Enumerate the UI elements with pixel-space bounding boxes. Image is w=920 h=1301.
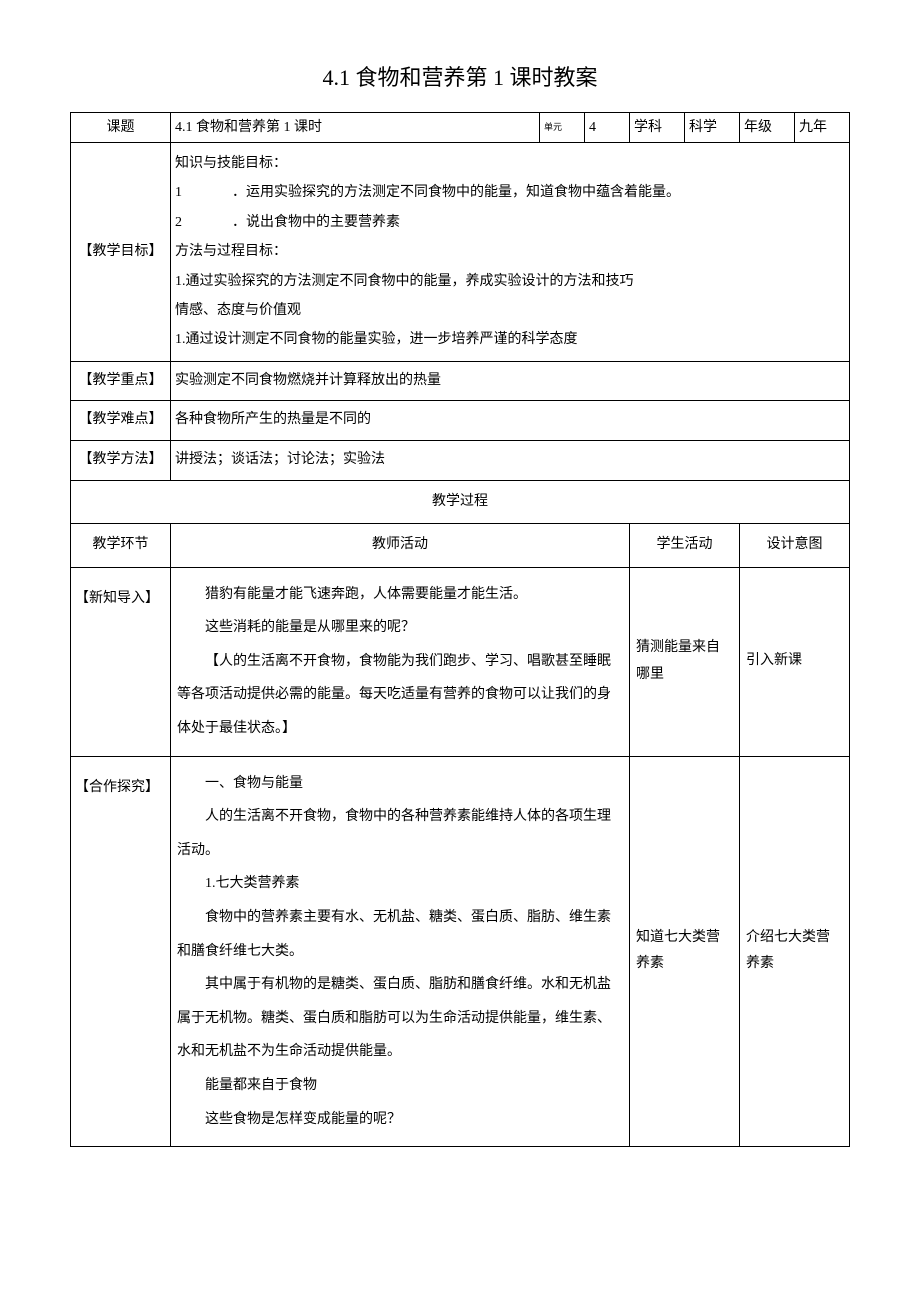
column-header-row: 教学环节 教师活动 学生活动 设计意图 <box>71 524 850 568</box>
header-row: 课题 4.1 食物和营养第 1 课时 单元 4 学科 科学 年级 九年 <box>71 113 850 143</box>
intro-teacher: 猎豹有能量才能飞速奔跑，人体需要能量才能生活。 这些消耗的能量是从哪里来的呢？ … <box>171 567 630 756</box>
obj-line2: 1．运用实验探究的方法测定不同食物中的能量，知道食物中蕴含着能量。 <box>175 178 845 207</box>
obj-line4: 方法与过程目标： <box>175 237 845 266</box>
intro-stage: 【新知导入】 <box>71 567 171 756</box>
exp-p6: 能量都来自于食物 <box>177 1069 623 1103</box>
intro-intent: 引入新课 <box>740 567 850 756</box>
exp-p7: 这些食物是怎样变成能量的呢？ <box>177 1103 623 1137</box>
col-student: 学生活动 <box>630 524 740 568</box>
col-stage: 教学环节 <box>71 524 171 568</box>
explore-stage: 【合作探究】 <box>71 756 171 1147</box>
intro-row: 【新知导入】 猎豹有能量才能飞速奔跑，人体需要能量才能生活。 这些消耗的能量是从… <box>71 567 850 756</box>
obj-line1: 知识与技能目标： <box>175 149 845 178</box>
process-header-row: 教学过程 <box>71 480 850 524</box>
explore-teacher: 一、食物与能量 人的生活离不开食物，食物中的各种营养素能维持人体的各项生理活动。… <box>171 756 630 1147</box>
intro-p2: 这些消耗的能量是从哪里来的呢？ <box>177 611 623 645</box>
unit-value: 4 <box>585 113 630 143</box>
obj-line7: 1.通过设计测定不同食物的能量实验，进一步培养严谨的科学态度 <box>175 325 845 354</box>
methods-row: 【教学方法】 讲授法；谈话法；讨论法；实验法 <box>71 440 850 480</box>
col-intent: 设计意图 <box>740 524 850 568</box>
difficulty-value: 各种食物所产生的热量是不同的 <box>171 401 850 441</box>
intro-p1: 猎豹有能量才能飞速奔跑，人体需要能量才能生活。 <box>177 578 623 612</box>
focus-label: 【教学重点】 <box>71 361 171 401</box>
focus-value: 实验测定不同食物燃烧并计算释放出的热量 <box>171 361 850 401</box>
unit-label: 单元 <box>540 113 585 143</box>
obj-line5: 1.通过实验探究的方法测定不同食物中的能量，养成实验设计的方法和技巧 <box>175 267 845 296</box>
exp-p5: 其中属于有机物的是糖类、蛋白质、脂肪和膳食纤维。水和无机盐属于无机物。糖类、蛋白… <box>177 968 623 1069</box>
topic-label: 课题 <box>71 113 171 143</box>
lesson-plan-table: 课题 4.1 食物和营养第 1 课时 单元 4 学科 科学 年级 九年 【教学目… <box>70 112 850 1147</box>
explore-intent: 介绍七大类营养素 <box>740 756 850 1147</box>
objectives-label: 【教学目标】 <box>71 143 171 362</box>
page-title: 4.1 食物和营养第 1 课时教案 <box>70 60 850 92</box>
subject-label: 学科 <box>630 113 685 143</box>
focus-row: 【教学重点】 实验测定不同食物燃烧并计算释放出的热量 <box>71 361 850 401</box>
col-teacher: 教师活动 <box>171 524 630 568</box>
difficulty-label: 【教学难点】 <box>71 401 171 441</box>
difficulty-row: 【教学难点】 各种食物所产生的热量是不同的 <box>71 401 850 441</box>
methods-value: 讲授法；谈话法；讨论法；实验法 <box>171 440 850 480</box>
explore-row: 【合作探究】 一、食物与能量 人的生活离不开食物，食物中的各种营养素能维持人体的… <box>71 756 850 1147</box>
intro-p3: 【人的生活离不开食物，食物能为我们跑步、学习、唱歌甚至睡眠等各项活动提供必需的能… <box>177 645 623 746</box>
topic-value: 4.1 食物和营养第 1 课时 <box>171 113 540 143</box>
subject-value: 科学 <box>685 113 740 143</box>
process-header: 教学过程 <box>71 480 850 524</box>
exp-p1: 一、食物与能量 <box>177 767 623 801</box>
grade-value: 九年 <box>795 113 850 143</box>
exp-p2: 人的生活离不开食物，食物中的各种营养素能维持人体的各项生理活动。 <box>177 800 623 867</box>
objectives-content: 知识与技能目标： 1．运用实验探究的方法测定不同食物中的能量，知道食物中蕴含着能… <box>171 143 850 362</box>
explore-student: 知道七大类营养素 <box>630 756 740 1147</box>
methods-label: 【教学方法】 <box>71 440 171 480</box>
grade-label: 年级 <box>740 113 795 143</box>
exp-p4: 食物中的营养素主要有水、无机盐、糖类、蛋白质、脂肪、维生素和膳食纤维七大类。 <box>177 901 623 968</box>
obj-line6: 情感、态度与价值观 <box>175 296 845 325</box>
objectives-row: 【教学目标】 知识与技能目标： 1．运用实验探究的方法测定不同食物中的能量，知道… <box>71 143 850 362</box>
obj-line3: 2．说出食物中的主要营养素 <box>175 208 845 237</box>
intro-student: 猜测能量来自哪里 <box>630 567 740 756</box>
exp-p3: 1.七大类营养素 <box>177 867 623 901</box>
